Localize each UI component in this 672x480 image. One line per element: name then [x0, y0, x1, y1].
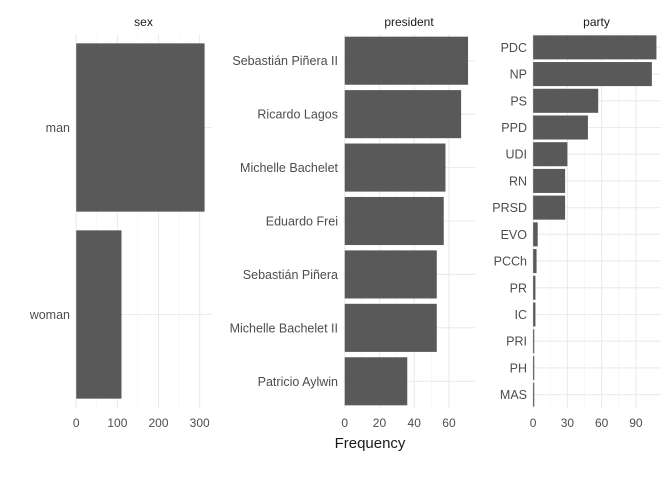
bar: [344, 90, 462, 139]
x-tick-label: 200: [149, 416, 169, 430]
bar: [76, 43, 205, 212]
x-axis-label: Frequency: [335, 435, 406, 452]
category-label: Sebastián Piñera: [243, 268, 338, 282]
x-tick-label: 0: [530, 416, 537, 430]
bar: [344, 36, 469, 85]
category-label: man: [46, 121, 70, 135]
bar: [344, 357, 408, 406]
category-label: UDI: [505, 148, 527, 162]
bar: [533, 35, 657, 60]
bar: [533, 88, 599, 113]
category-label: PH: [510, 361, 527, 375]
category-label: Patricio Aylwin: [258, 375, 338, 389]
x-tick-label: 0: [73, 416, 80, 430]
category-label: IC: [515, 308, 528, 322]
x-tick-label: 100: [107, 416, 127, 430]
facet-title: party: [583, 15, 610, 29]
category-label: PRSD: [492, 201, 527, 215]
category-label: Eduardo Frei: [266, 215, 338, 229]
bar: [533, 142, 568, 167]
bar: [533, 168, 566, 193]
category-label: NP: [510, 68, 527, 82]
bar: [533, 382, 535, 407]
bar: [533, 329, 535, 354]
category-label: PDC: [501, 41, 527, 55]
x-tick-label: 90: [629, 416, 643, 430]
facet-sex: man woman 0 100 200 300 sex: [29, 15, 212, 430]
bar: [533, 275, 536, 300]
bar: [344, 143, 446, 192]
category-label: RN: [509, 174, 527, 188]
category-label: woman: [29, 308, 70, 322]
category-label: PR: [510, 281, 527, 295]
bar: [344, 303, 437, 352]
facet-title: president: [384, 15, 434, 29]
x-tick-label: 40: [408, 416, 422, 430]
bar: [533, 62, 652, 87]
category-label: Sebastián Piñera II: [232, 54, 338, 68]
x-tick-label: 0: [341, 416, 348, 430]
x-tick-label: 20: [373, 416, 387, 430]
category-label: Michelle Bachelet II: [230, 321, 338, 335]
bar: [76, 230, 122, 399]
x-tick-label: 30: [561, 416, 575, 430]
bar: [344, 250, 437, 299]
category-label: EVO: [501, 228, 528, 242]
x-tick-label: 60: [442, 416, 456, 430]
bar: [344, 196, 444, 246]
x-tick-label: 60: [595, 416, 609, 430]
category-label: Ricardo Lagos: [257, 108, 338, 122]
category-label: PPD: [501, 121, 527, 135]
facet-president: Sebastián Piñera II Ricardo Lagos Michelle…: [230, 15, 475, 430]
bar: [533, 195, 566, 220]
bar: [533, 115, 588, 140]
category-label: PS: [510, 94, 527, 108]
category-label: PCCh: [494, 255, 527, 269]
category-label: Michelle Bachelet: [240, 161, 338, 175]
bar: [533, 249, 537, 274]
bar: [533, 355, 535, 380]
bar: [533, 302, 536, 327]
bar: [533, 222, 538, 247]
x-tick-label: 300: [190, 416, 210, 430]
category-label: MAS: [500, 388, 527, 402]
category-label: PRI: [506, 335, 527, 349]
facet-title: sex: [134, 15, 153, 29]
